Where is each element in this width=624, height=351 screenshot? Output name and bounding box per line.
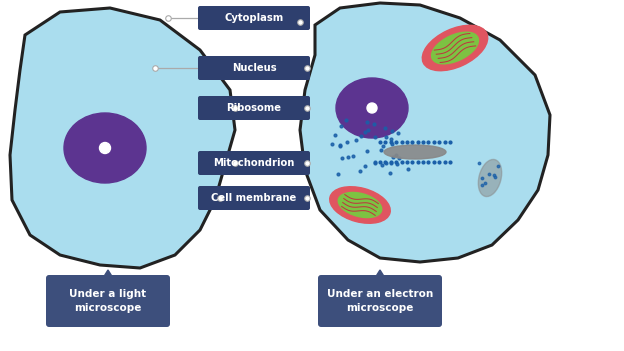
- FancyBboxPatch shape: [46, 275, 170, 327]
- FancyBboxPatch shape: [198, 56, 310, 80]
- FancyBboxPatch shape: [198, 96, 310, 120]
- Polygon shape: [10, 8, 235, 268]
- FancyBboxPatch shape: [318, 275, 442, 327]
- FancyBboxPatch shape: [198, 151, 310, 175]
- Ellipse shape: [338, 192, 382, 218]
- Ellipse shape: [336, 78, 408, 138]
- Ellipse shape: [64, 113, 146, 183]
- Ellipse shape: [99, 143, 110, 153]
- Polygon shape: [103, 270, 113, 278]
- Text: Cell membrane: Cell membrane: [212, 193, 296, 203]
- Ellipse shape: [367, 103, 377, 113]
- Ellipse shape: [329, 187, 390, 223]
- Text: Under a light
microscope: Under a light microscope: [69, 290, 147, 313]
- Polygon shape: [300, 3, 550, 262]
- Ellipse shape: [478, 159, 502, 197]
- Text: Mitochondrion: Mitochondrion: [213, 158, 295, 168]
- Polygon shape: [375, 270, 385, 278]
- FancyBboxPatch shape: [198, 6, 310, 30]
- Ellipse shape: [422, 25, 488, 71]
- Ellipse shape: [432, 32, 479, 64]
- Text: Ribosome: Ribosome: [227, 103, 281, 113]
- FancyBboxPatch shape: [198, 186, 310, 210]
- Text: Nucleus: Nucleus: [232, 63, 276, 73]
- Text: Cytoplasm: Cytoplasm: [225, 13, 284, 23]
- Ellipse shape: [384, 145, 446, 159]
- Text: Under an electron
microscope: Under an electron microscope: [327, 290, 433, 313]
